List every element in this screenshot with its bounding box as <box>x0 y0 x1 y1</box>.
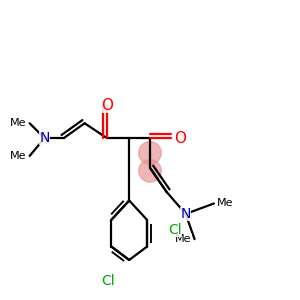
Text: N: N <box>181 207 191 221</box>
Text: Me: Me <box>10 151 27 161</box>
Text: Me: Me <box>217 199 233 208</box>
Circle shape <box>139 142 161 164</box>
Text: Cl: Cl <box>168 223 182 237</box>
Text: O: O <box>174 130 186 146</box>
Text: Cl: Cl <box>102 274 115 288</box>
Text: Me: Me <box>10 118 27 128</box>
Text: O: O <box>101 98 113 113</box>
Circle shape <box>139 160 161 182</box>
Text: Me: Me <box>175 234 192 244</box>
Text: N: N <box>39 131 50 145</box>
